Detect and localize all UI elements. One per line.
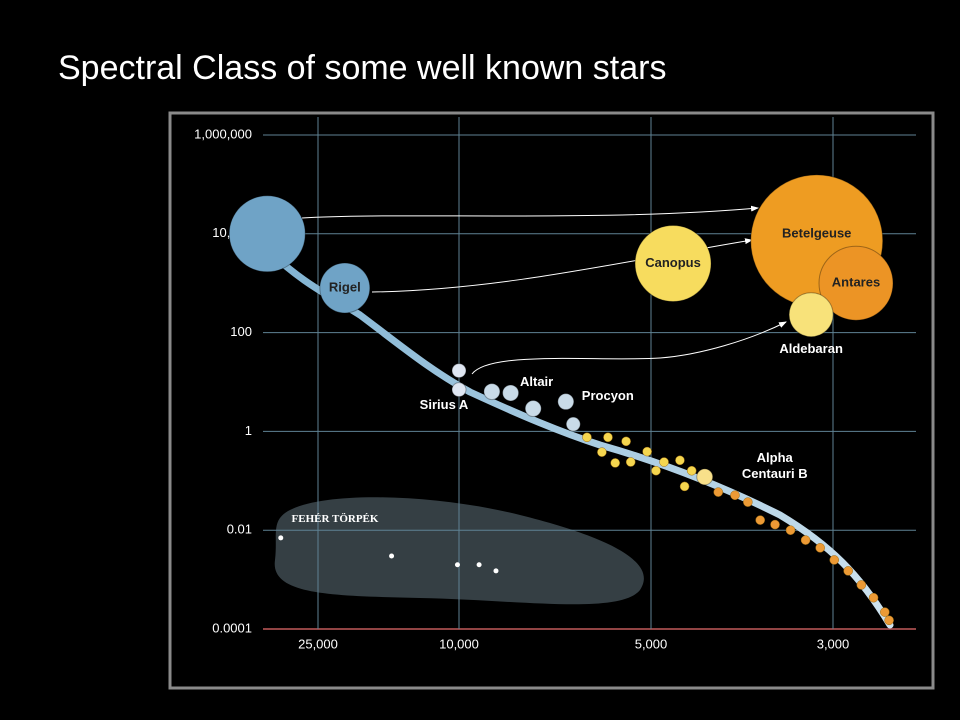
star-dot	[621, 436, 631, 447]
slide-title: Spectral Class of some well known stars	[58, 49, 666, 87]
star-dot	[651, 465, 661, 476]
star-dot	[770, 519, 780, 530]
star-label: Rigel	[329, 279, 361, 294]
star-dot	[884, 615, 894, 626]
star-dot	[743, 497, 753, 507]
star-label: Canopus	[645, 255, 701, 270]
y-tick-label: 1,000,000	[194, 126, 252, 141]
star-label-box: Altair	[519, 373, 554, 389]
star	[319, 262, 371, 314]
star-dot	[713, 487, 723, 497]
y-tick-label: 1	[245, 423, 252, 438]
star-dot	[815, 543, 825, 553]
star-dot	[454, 562, 460, 568]
star-label-box: Alpha Centauri B	[741, 449, 808, 481]
arrow	[471, 321, 787, 375]
main-sequence	[262, 244, 894, 629]
y-tick-label: 100	[230, 324, 252, 339]
star-label-box: Procyon	[581, 387, 634, 403]
star-dot	[278, 535, 284, 541]
annotation: FEHÉR TÖRPÉK	[291, 513, 379, 525]
y-tick-label: 0.01	[227, 522, 252, 537]
star-dot	[610, 458, 620, 468]
star-label: Sirius A	[419, 396, 469, 412]
star-dot	[829, 555, 839, 565]
star	[557, 393, 575, 411]
star-dot	[625, 457, 636, 467]
annotation-box: FEHÉR TÖRPÉK	[291, 513, 379, 525]
x-tick-label: 5,000	[635, 636, 668, 651]
star-dot	[493, 568, 499, 574]
y-tick-label: 0.0001	[212, 620, 252, 635]
star-dot	[389, 553, 395, 559]
star-label: Antares	[832, 275, 880, 290]
star	[451, 363, 467, 379]
star-dot	[800, 535, 811, 545]
star	[818, 245, 894, 321]
star-label: Altair	[519, 373, 554, 389]
star	[565, 416, 581, 432]
star	[228, 195, 306, 273]
star-dot	[880, 607, 890, 617]
star	[634, 225, 712, 303]
star-dot	[868, 592, 879, 603]
star-label: Betelgeuse	[782, 225, 851, 240]
star-dot	[642, 446, 652, 457]
star	[451, 382, 467, 398]
marks: Rigel Canopus Betelgeuse Antares Aldebaran Si…	[228, 174, 894, 626]
star	[524, 400, 542, 418]
star-dot	[686, 465, 697, 476]
star-dot	[675, 455, 685, 466]
star-label-box: Aldebaran	[779, 340, 843, 356]
x-tick-label: 25,000	[298, 636, 338, 651]
star-dot	[476, 562, 482, 568]
x-tick-label: 10,000	[439, 636, 479, 651]
star-dot	[843, 566, 853, 576]
star-label: Procyon	[581, 387, 634, 403]
star	[696, 468, 714, 486]
arrow	[301, 205, 759, 219]
star-dot	[679, 481, 690, 492]
star-dot	[785, 525, 796, 535]
star-label-box: Sirius A	[419, 396, 469, 412]
star-dot	[582, 432, 592, 443]
star-dot	[597, 447, 607, 457]
star-label: Alpha Centauri B	[741, 449, 808, 481]
star	[502, 384, 520, 402]
star-dot	[755, 515, 765, 525]
star-dot	[730, 490, 740, 500]
star	[483, 383, 501, 401]
star-dot	[856, 580, 867, 590]
star-dot	[603, 432, 613, 443]
star-dot	[659, 457, 669, 467]
x-tick-label: 3,000	[817, 636, 850, 651]
star-label: Aldebaran	[779, 340, 843, 356]
star	[788, 292, 834, 338]
